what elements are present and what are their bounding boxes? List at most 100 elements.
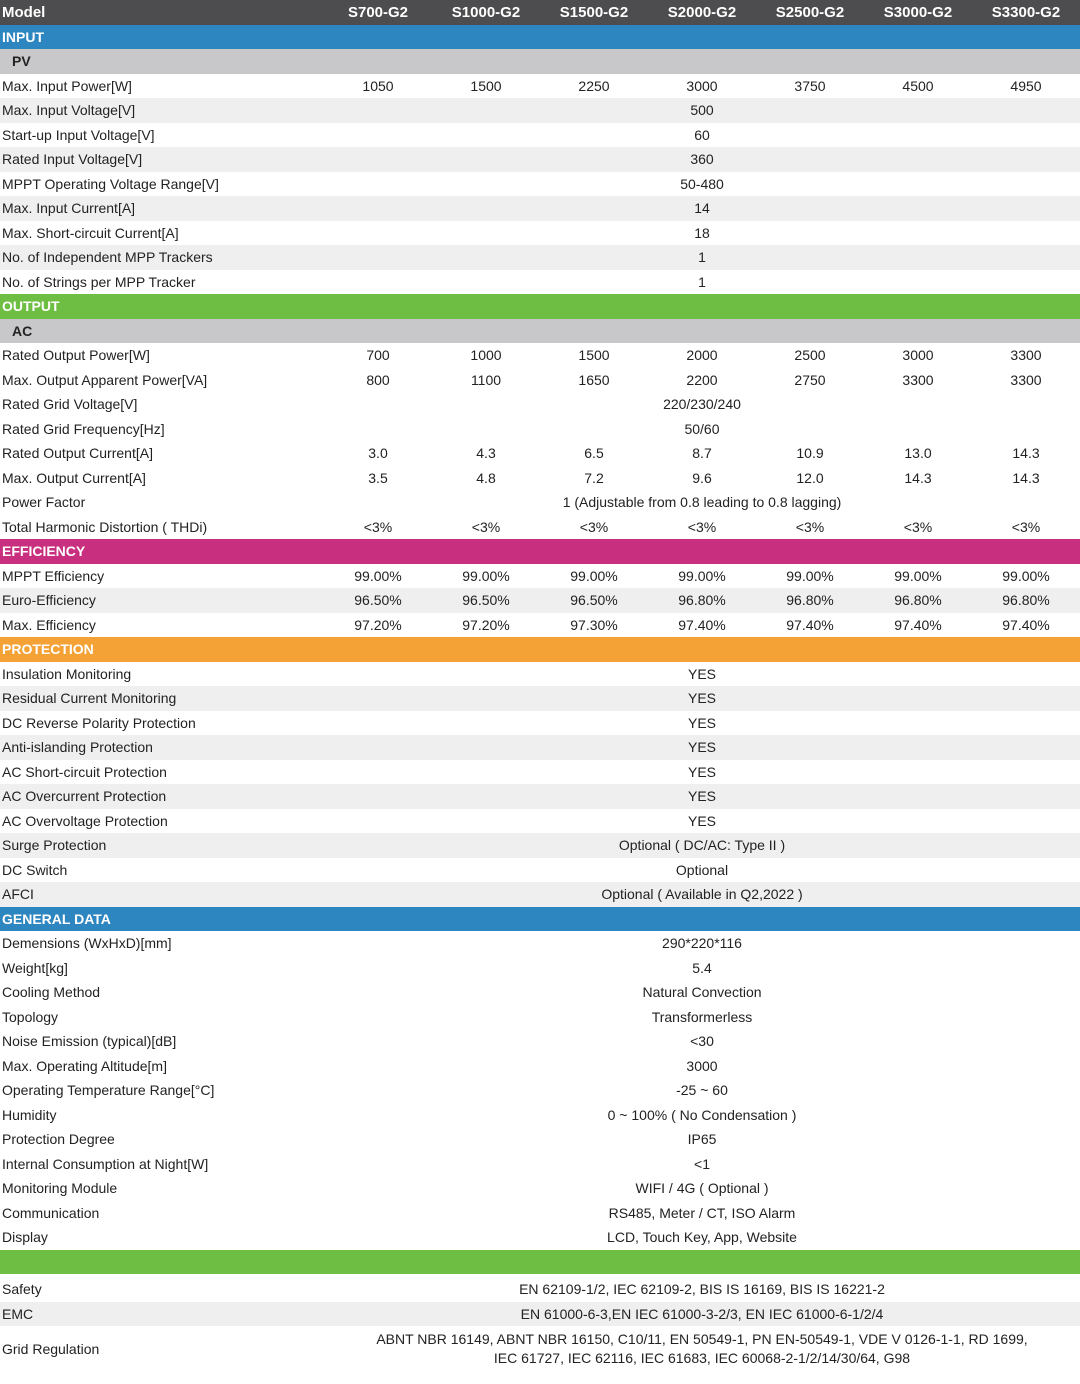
cell-value: YES	[324, 710, 1080, 735]
row-label: Surge Protection	[0, 833, 324, 858]
row-label: Max. Operating Altitude[m]	[0, 1053, 324, 1078]
spec-row-insulation: Insulation Monitoring YES	[0, 661, 1080, 686]
spec-row-ac-short-circuit: AC Short-circuit Protection YES	[0, 759, 1080, 784]
row-label: Max. Efficiency	[0, 612, 324, 637]
cell-value: 1500	[540, 343, 648, 368]
spec-row-topology: Topology Transformerless	[0, 1004, 1080, 1029]
spec-row-euro-efficiency: Euro-Efficiency 96.50% 96.50% 96.50% 96.80% 9…	[0, 588, 1080, 613]
cell-value: 1100	[432, 367, 540, 392]
spacer-row	[0, 1274, 1080, 1277]
spec-row-dc-switch: DC Switch Optional	[0, 857, 1080, 882]
row-label: Power Factor	[0, 490, 324, 515]
row-label: Residual Current Monitoring	[0, 686, 324, 711]
spec-row-ac-overcurrent: AC Overcurrent Protection YES	[0, 784, 1080, 809]
cell-value: 14	[324, 196, 1080, 221]
cell-value: 97.40%	[972, 612, 1080, 637]
cell-value: 99.00%	[648, 563, 756, 588]
cell-value: EN 61000-6-3,EN IEC 61000-3-2/3, EN IEC …	[324, 1301, 1080, 1326]
row-label: Max. Output Apparent Power[VA]	[0, 367, 324, 392]
spec-row-power-factor: Power Factor 1 (Adjustable from 0.8 leadi…	[0, 490, 1080, 515]
cell-value: Natural Convection	[324, 980, 1080, 1005]
model-name: S2000-G2	[648, 0, 756, 25]
cell-value: 2200	[648, 367, 756, 392]
section-title: GENERAL DATA	[0, 906, 1080, 931]
spacer-cell	[0, 1274, 1080, 1277]
spec-row-max-short-circuit: Max. Short-circuit Current[A] 18	[0, 220, 1080, 245]
cell-value: <3%	[324, 514, 432, 539]
spec-row-thdi: Total Harmonic Distortion ( THDi) <3% <3% <…	[0, 514, 1080, 539]
row-label: No. of Independent MPP Trackers	[0, 245, 324, 270]
cell-value: 1050	[324, 73, 432, 98]
row-label: Protection Degree	[0, 1127, 324, 1152]
row-label: AC Overcurrent Protection	[0, 784, 324, 809]
cell-value: Optional	[324, 857, 1080, 882]
section-certification	[0, 1249, 1080, 1274]
cell-value: 4950	[972, 73, 1080, 98]
cell-value: 3300	[972, 367, 1080, 392]
spec-row-strings-per-tracker: No. of Strings per MPP Tracker 1	[0, 269, 1080, 294]
cell-value: 1000	[432, 343, 540, 368]
row-label: Euro-Efficiency	[0, 588, 324, 613]
section-title: INPUT	[0, 24, 1080, 49]
row-label: AC Short-circuit Protection	[0, 759, 324, 784]
spec-row-max-input-power: Max. Input Power[W] 1050 1500 2250 3000 3750 4…	[0, 73, 1080, 98]
cell-value: YES	[324, 808, 1080, 833]
cell-value: YES	[324, 759, 1080, 784]
spec-row-dc-reverse: DC Reverse Polarity Protection YES	[0, 710, 1080, 735]
cell-value: 1500	[432, 73, 540, 98]
row-label: Start-up Input Voltage[V]	[0, 122, 324, 147]
model-name: S3300-G2	[972, 0, 1080, 25]
cell-value: 4.3	[432, 441, 540, 466]
subsection-title: PV	[0, 49, 1080, 74]
cell-value: Optional ( Available in Q2,2022 )	[324, 882, 1080, 907]
cell-value: <1	[324, 1151, 1080, 1176]
spec-row-weight: Weight[kg] 5.4	[0, 955, 1080, 980]
row-label: Rated Grid Frequency[Hz]	[0, 416, 324, 441]
row-label: EMC	[0, 1301, 324, 1326]
cell-value: <30	[324, 1029, 1080, 1054]
row-label: Rated Output Current[A]	[0, 441, 324, 466]
cell-value: Optional ( DC/AC: Type II )	[324, 833, 1080, 858]
row-label: Demensions (WxHxD)[mm]	[0, 931, 324, 956]
cell-value: 96.80%	[648, 588, 756, 613]
spec-row-noise: Noise Emission (typical)[dB] <30	[0, 1029, 1080, 1054]
cell-value: 0 ~ 100% ( No Condensation )	[324, 1102, 1080, 1127]
model-name: S3000-G2	[864, 0, 972, 25]
cell-value: YES	[324, 735, 1080, 760]
cell-value: Transformerless	[324, 1004, 1080, 1029]
cell-value: 3000	[864, 343, 972, 368]
row-label: Max. Input Voltage[V]	[0, 98, 324, 123]
row-label: Operating Temperature Range[°C]	[0, 1078, 324, 1103]
cell-value: 14.3	[972, 441, 1080, 466]
spec-row-mpp-trackers: No. of Independent MPP Trackers 1	[0, 245, 1080, 270]
row-label: Safety	[0, 1277, 324, 1302]
cell-value: 3750	[756, 73, 864, 98]
cell-value: 13.0	[864, 441, 972, 466]
row-label: DC Reverse Polarity Protection	[0, 710, 324, 735]
section-title: PROTECTION	[0, 637, 1080, 662]
spec-row-max-output-current: Max. Output Current[A] 3.5 4.8 7.2 9.6 12.0 14…	[0, 465, 1080, 490]
cell-value: 14.3	[864, 465, 972, 490]
row-label: Noise Emission (typical)[dB]	[0, 1029, 324, 1054]
row-label: Display	[0, 1225, 324, 1250]
cell-value: YES	[324, 686, 1080, 711]
row-label: Internal Consumption at Night[W]	[0, 1151, 324, 1176]
spec-row-dimensions: Demensions (WxHxD)[mm] 290*220*116	[0, 931, 1080, 956]
cell-value: 97.30%	[540, 612, 648, 637]
cell-value: 50-480	[324, 171, 1080, 196]
subsection-pv: PV	[0, 49, 1080, 74]
section-protection: PROTECTION	[0, 637, 1080, 662]
cell-value: 99.00%	[972, 563, 1080, 588]
cell-value: <3%	[972, 514, 1080, 539]
cell-value: 3.5	[324, 465, 432, 490]
spec-row-residual-current: Residual Current Monitoring YES	[0, 686, 1080, 711]
cell-value: 1650	[540, 367, 648, 392]
cell-value: 96.50%	[324, 588, 432, 613]
row-label: Max. Input Current[A]	[0, 196, 324, 221]
spec-row-max-apparent-power: Max. Output Apparent Power[VA] 800 1100 165…	[0, 367, 1080, 392]
row-label: Max. Input Power[W]	[0, 73, 324, 98]
cell-value: LCD, Touch Key, App, Website	[324, 1225, 1080, 1250]
section-output: OUTPUT	[0, 294, 1080, 319]
cell-value: 12.0	[756, 465, 864, 490]
